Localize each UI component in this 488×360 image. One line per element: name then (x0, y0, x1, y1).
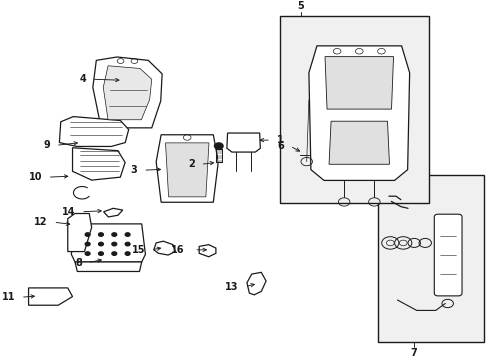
Text: 1: 1 (276, 135, 283, 145)
Polygon shape (226, 133, 260, 152)
FancyBboxPatch shape (433, 214, 461, 296)
Circle shape (99, 233, 103, 236)
Polygon shape (28, 288, 72, 305)
Text: 13: 13 (225, 282, 238, 292)
Text: 3: 3 (130, 165, 137, 175)
Polygon shape (59, 117, 128, 147)
Polygon shape (308, 46, 409, 180)
Bar (280, 16, 427, 203)
Polygon shape (156, 135, 218, 202)
Text: 11: 11 (1, 292, 15, 302)
Circle shape (112, 242, 117, 246)
Polygon shape (246, 273, 265, 295)
Text: 16: 16 (171, 245, 184, 255)
Polygon shape (71, 224, 145, 262)
Polygon shape (165, 143, 208, 197)
Circle shape (112, 233, 117, 236)
Circle shape (214, 143, 223, 149)
Text: 9: 9 (43, 140, 50, 150)
Text: 5: 5 (297, 1, 304, 11)
Text: 6: 6 (277, 141, 284, 151)
Text: 4: 4 (79, 74, 86, 84)
Polygon shape (325, 57, 393, 109)
Polygon shape (75, 262, 142, 271)
Text: 2: 2 (188, 159, 195, 169)
Text: 15: 15 (132, 245, 145, 255)
Polygon shape (72, 148, 125, 180)
Circle shape (85, 242, 90, 246)
Text: 14: 14 (62, 207, 75, 217)
Text: 7: 7 (410, 348, 417, 358)
Polygon shape (199, 245, 216, 257)
Polygon shape (93, 57, 162, 128)
Polygon shape (68, 213, 91, 252)
Circle shape (85, 252, 90, 255)
Text: 10: 10 (28, 172, 42, 182)
Text: 12: 12 (34, 217, 48, 227)
Polygon shape (103, 66, 151, 120)
Circle shape (99, 242, 103, 246)
Circle shape (125, 233, 130, 236)
Bar (378, 175, 483, 342)
Polygon shape (103, 208, 122, 217)
Polygon shape (328, 121, 389, 164)
Circle shape (99, 252, 103, 255)
Circle shape (125, 242, 130, 246)
Text: 8: 8 (75, 258, 82, 267)
Polygon shape (153, 241, 175, 255)
Circle shape (125, 252, 130, 255)
Circle shape (112, 252, 117, 255)
Circle shape (85, 233, 90, 236)
